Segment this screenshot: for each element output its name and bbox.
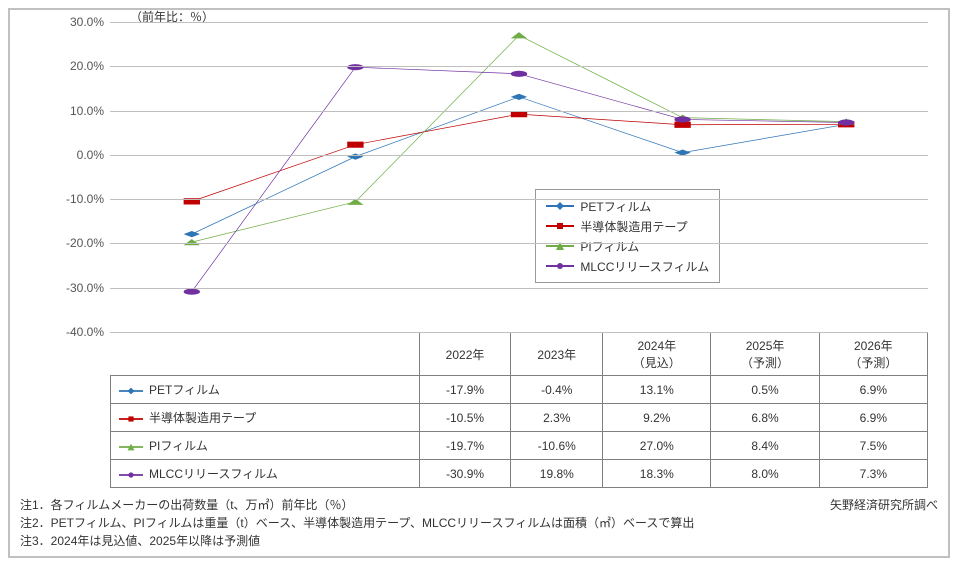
series-line	[192, 97, 846, 234]
value-cell: 0.5%	[711, 376, 819, 404]
series-marker	[347, 142, 363, 148]
series-line	[192, 114, 846, 201]
legend-swatch	[546, 219, 574, 233]
value-cell: 6.9%	[819, 404, 927, 432]
chart-container: （前年比：％） PETフィルム半導体製造用テープPIフィルムMLCCリリースフィ…	[8, 8, 950, 558]
gridline	[110, 66, 928, 67]
y-tick-label: 0.0%	[77, 148, 104, 162]
legend-label: MLCCリリースフィルム	[580, 258, 709, 275]
table-column-header: 2025年（予測）	[711, 333, 819, 376]
value-cell: 2.3%	[511, 404, 603, 432]
footnote-line: 注2．PETフィルム、PIフィルムは重量（t）ベース、半導体製造用テープ、MLC…	[20, 514, 694, 532]
series-name-cell: PETフィルム	[111, 376, 420, 404]
value-cell: 18.3%	[603, 460, 711, 488]
series-marker	[838, 119, 854, 125]
table-column-header: 2024年（見込）	[603, 333, 711, 376]
series-marker	[511, 71, 527, 77]
series-marker	[184, 289, 200, 295]
value-cell: -10.6%	[511, 432, 603, 460]
legend-item: MLCCリリースフィルム	[546, 256, 709, 276]
value-cell: 19.8%	[511, 460, 603, 488]
legend-box: PETフィルム半導体製造用テープ PIフィルム MLCCリリースフィルム	[535, 189, 720, 283]
y-tick-label: -40.0%	[66, 325, 104, 339]
y-tick-label: -20.0%	[66, 236, 104, 250]
footnote-line: 注1．各フィルムメーカーの出荷数量（t、万㎡）前年比（％）	[20, 496, 694, 514]
table-column-header: 2026年（予測）	[819, 333, 927, 376]
data-table: 2022年2023年2024年（見込）2025年（予測）2026年（予測） PE…	[110, 332, 928, 488]
series-marker	[674, 122, 690, 128]
value-cell: -10.5%	[419, 404, 511, 432]
y-tick-label: -10.0%	[66, 192, 104, 206]
series-marker	[184, 231, 200, 237]
y-tick-label: 10.0%	[70, 104, 104, 118]
legend-swatch	[546, 199, 574, 213]
legend-item: PIフィルム	[546, 236, 709, 256]
table-corner-cell	[111, 333, 420, 376]
value-cell: 8.4%	[711, 432, 819, 460]
value-cell: 6.8%	[711, 404, 819, 432]
series-name-cell: MLCCリリースフィルム	[111, 460, 420, 488]
source-label: 矢野経済研究所調べ	[830, 496, 938, 513]
legend-swatch	[546, 259, 574, 273]
value-cell: -19.7%	[419, 432, 511, 460]
value-cell: -30.9%	[419, 460, 511, 488]
value-cell: -17.9%	[419, 376, 511, 404]
table-row: PIフィルム-19.7%-10.6%27.0%8.4%7.5%	[111, 432, 928, 460]
footnote-line: 注3．2024年は見込値、2025年以降は予測値	[20, 532, 694, 550]
table-header-row: 2022年2023年2024年（見込）2025年（予測）2026年（予測）	[111, 333, 928, 376]
series-marker	[511, 32, 527, 38]
y-tick-label: 20.0%	[70, 59, 104, 73]
plot-region: PETフィルム半導体製造用テープPIフィルムMLCCリリースフィルム 30.0%…	[110, 22, 928, 332]
table-row: PETフィルム-17.9%-0.4%13.1%0.5%6.9%	[111, 376, 928, 404]
gridline	[110, 199, 928, 200]
gridline	[110, 155, 928, 156]
legend-label: PIフィルム	[580, 238, 639, 255]
y-tick-label: 30.0%	[70, 15, 104, 29]
table-column-header: 2023年	[511, 333, 603, 376]
legend-swatch	[546, 239, 574, 253]
table-body: PETフィルム-17.9%-0.4%13.1%0.5%6.9%半導体製造用テープ…	[111, 376, 928, 488]
gridline	[110, 332, 928, 333]
series-marker	[511, 111, 527, 117]
series-line	[192, 67, 846, 292]
legend-label: PETフィルム	[580, 198, 651, 215]
chart-svg	[110, 22, 928, 332]
table-row: MLCCリリースフィルム-30.9%19.8%18.3%8.0%7.3%	[111, 460, 928, 488]
value-cell: -0.4%	[511, 376, 603, 404]
value-cell: 13.1%	[603, 376, 711, 404]
y-tick-label: -30.0%	[66, 281, 104, 295]
value-cell: 9.2%	[603, 404, 711, 432]
series-marker	[674, 116, 690, 122]
footnotes: 注1．各フィルムメーカーの出荷数量（t、万㎡）前年比（％）注2．PETフィルム、…	[20, 496, 694, 550]
table-column-header: 2022年	[419, 333, 511, 376]
gridline	[110, 22, 928, 23]
legend-label: 半導体製造用テープ	[580, 218, 687, 235]
value-cell: 7.5%	[819, 432, 927, 460]
value-cell: 7.3%	[819, 460, 927, 488]
series-name-cell: PIフィルム	[111, 432, 420, 460]
series-name-cell: 半導体製造用テープ	[111, 404, 420, 432]
legend-item: 半導体製造用テープ	[546, 216, 709, 236]
gridline	[110, 111, 928, 112]
value-cell: 6.9%	[819, 376, 927, 404]
value-cell: 8.0%	[711, 460, 819, 488]
value-cell: 27.0%	[603, 432, 711, 460]
chart-area: PETフィルム半導体製造用テープPIフィルムMLCCリリースフィルム 30.0%…	[110, 22, 928, 332]
gridline	[110, 288, 928, 289]
table-row: 半導体製造用テープ-10.5%2.3%9.2%6.8%6.9%	[111, 404, 928, 432]
gridline	[110, 243, 928, 244]
